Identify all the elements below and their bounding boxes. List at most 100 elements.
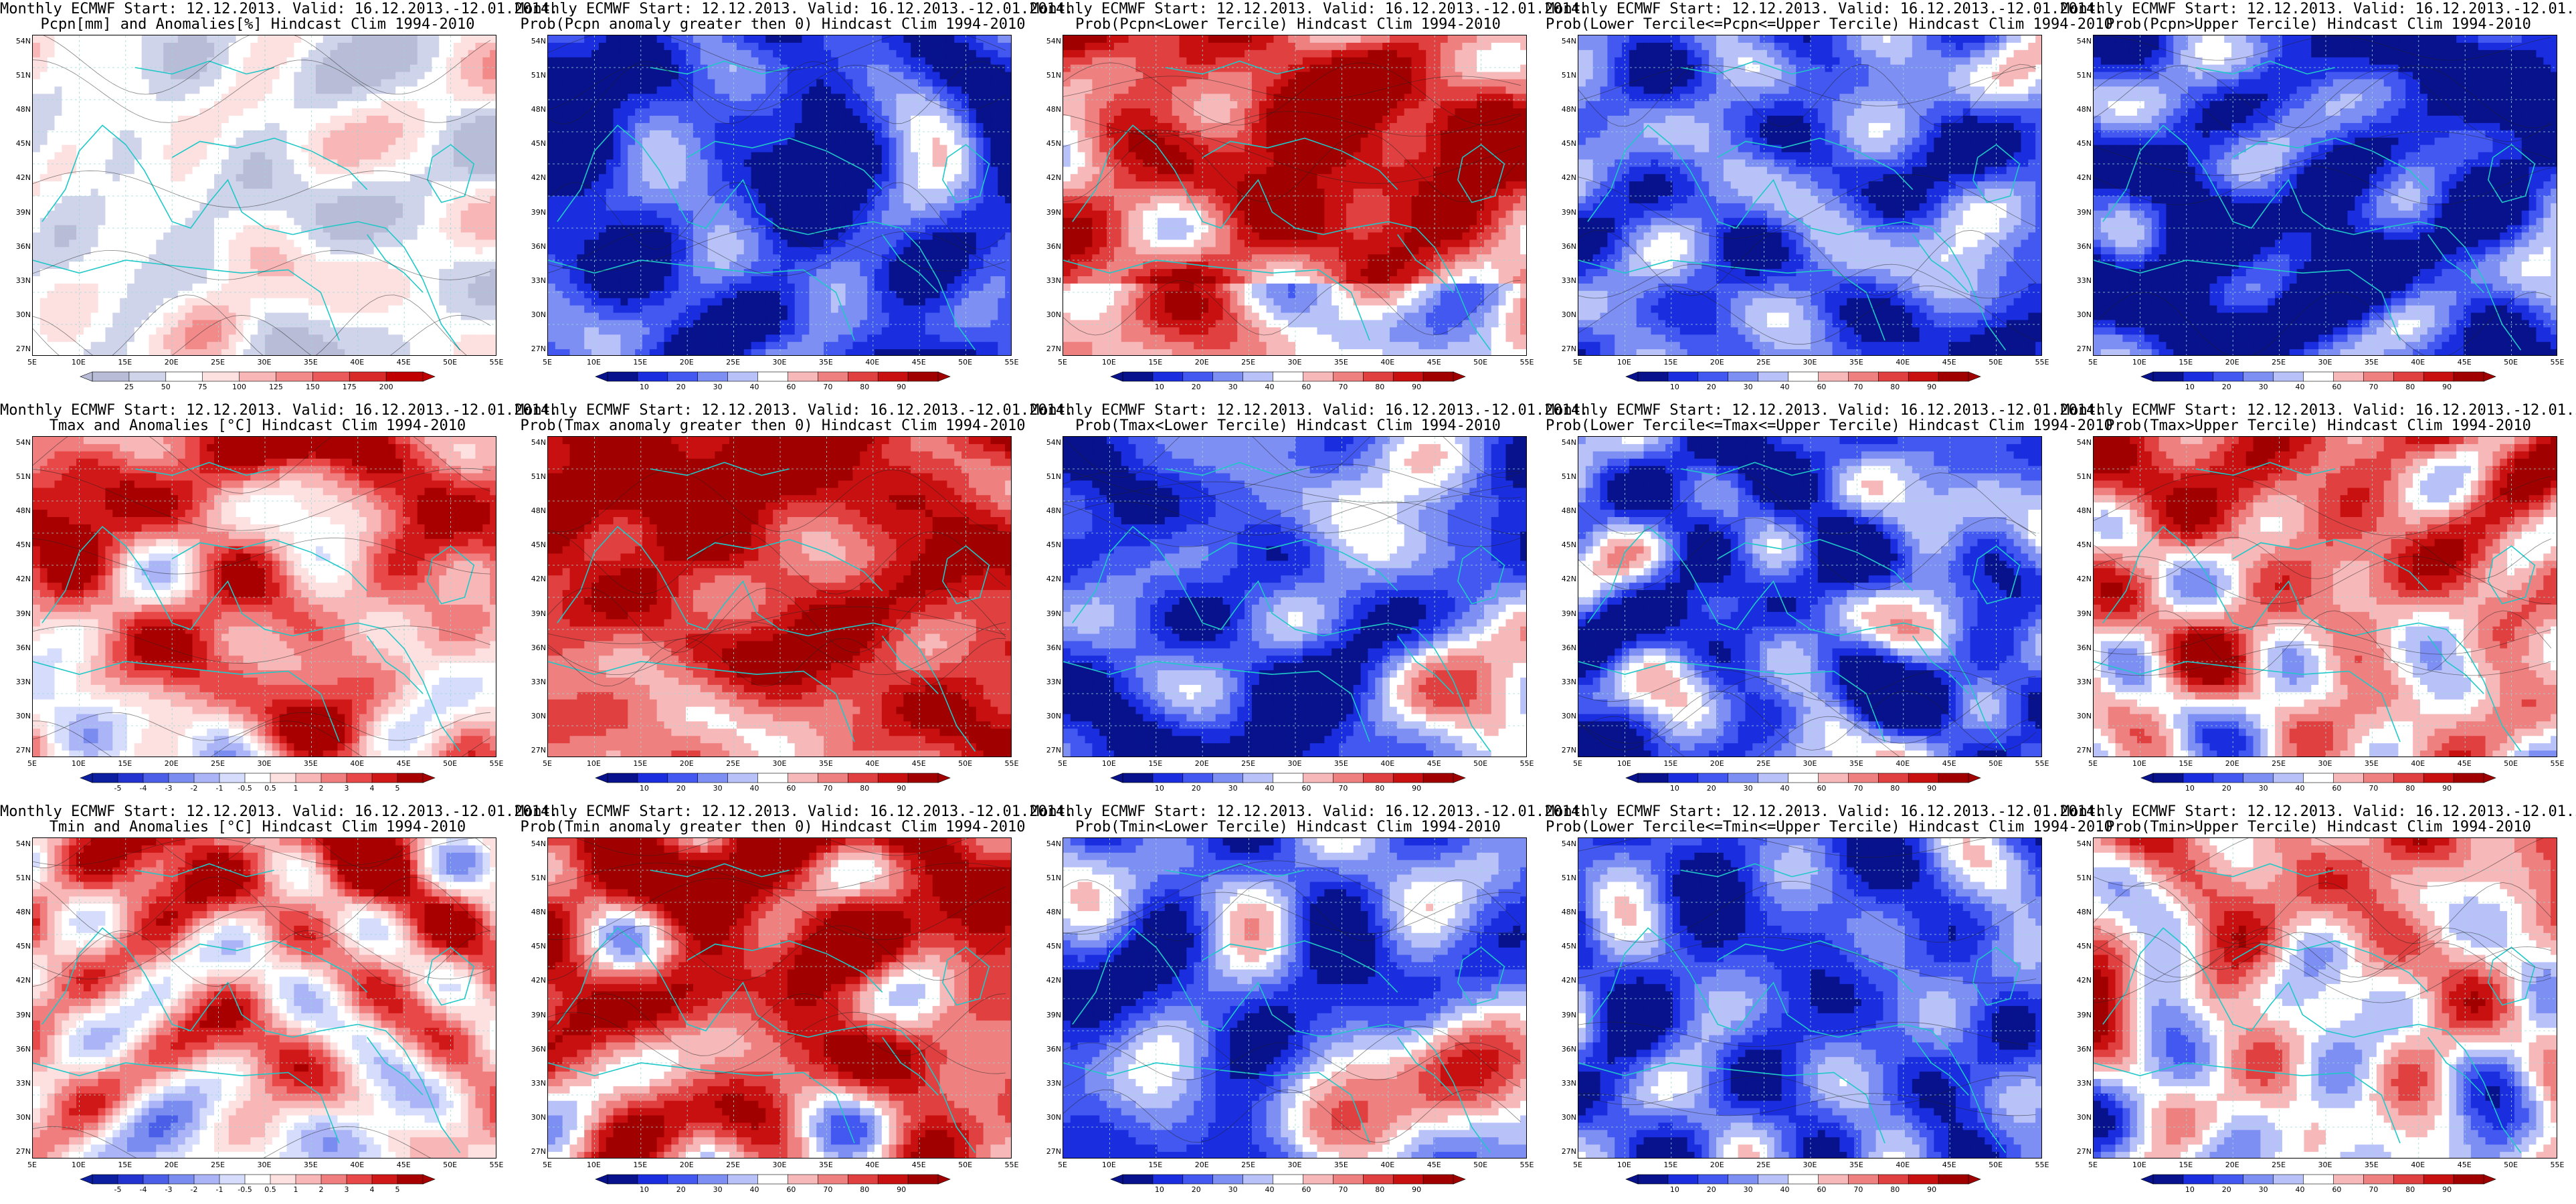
longitude-label: 40E — [2405, 359, 2431, 367]
longitude-label: 20E — [673, 760, 700, 768]
panel-header-line: Monthly ECMWF Start: 12.12.2013. Valid: … — [1546, 403, 2104, 419]
latitude-label: 33N — [1558, 276, 1576, 285]
field-map-canvas — [1578, 437, 2041, 757]
latitude-label: 36N — [527, 242, 546, 251]
longitude-label: 30E — [251, 760, 278, 768]
longitude-label: 30E — [766, 359, 793, 367]
longitude-label: 15E — [1657, 359, 1684, 367]
longitude-label: 20E — [158, 760, 185, 768]
longitude-label: 50E — [2498, 1161, 2524, 1169]
panel-header-line: Monthly ECMWF Start: 12.12.2013. Valid: … — [2061, 403, 2576, 419]
field-map — [547, 35, 1012, 356]
colorbar-tick-label: -0.5 — [233, 1186, 257, 1194]
latitude-label: 45N — [12, 942, 31, 950]
colorbar-tick-label: 20 — [1699, 383, 1724, 391]
longitude-label: 30E — [251, 359, 278, 367]
latitude-label: 30N — [1558, 1113, 1576, 1122]
field-map — [1063, 837, 1527, 1159]
longitude-label: 45E — [1420, 359, 1447, 367]
longitude-label: 20E — [1188, 760, 1215, 768]
latitude-label: 42N — [527, 575, 546, 583]
latitude-label: 48N — [12, 908, 31, 916]
colorbar-tick-label: 60 — [1294, 1186, 1318, 1194]
longitude-label: 25E — [205, 359, 232, 367]
latitude-label: 48N — [2073, 908, 2092, 916]
forecast-panel: Monthly ECMWF Start: 12.12.2013. Valid: … — [515, 803, 1073, 1204]
colorbar-tick-label: 4 — [360, 785, 384, 793]
longitude-label: 20E — [673, 1161, 700, 1169]
longitude-label: 10E — [65, 359, 92, 367]
latitude-label: 33N — [527, 276, 546, 285]
longitude-label: 35E — [812, 359, 839, 367]
field-map — [1578, 837, 2042, 1159]
latitude-label: 45N — [1558, 140, 1576, 148]
colorbar-tick-label: 30 — [706, 785, 730, 793]
longitude-label: 10E — [2126, 760, 2152, 768]
colorbar — [80, 773, 436, 783]
longitude-label: 10E — [65, 1161, 92, 1169]
colorbar-tick-label: 25 — [117, 383, 141, 391]
colorbar-tick-label: 20 — [1699, 1186, 1724, 1194]
colorbar-tick-label: 70 — [1846, 785, 1870, 793]
latitude-label: 33N — [1042, 1079, 1061, 1088]
latitude-label: 42N — [1042, 174, 1061, 182]
latitude-label: 27N — [527, 746, 546, 755]
latitude-label: 36N — [12, 242, 31, 251]
latitude-label: 39N — [1042, 1011, 1061, 1019]
longitude-label: 5E — [1564, 760, 1591, 768]
colorbar-tick-label: 20 — [1184, 383, 1208, 391]
latitude-label: 45N — [527, 140, 546, 148]
colorbar-tick-label: 3 — [335, 785, 359, 793]
latitude-label: 39N — [527, 208, 546, 217]
panel-subtitle: Tmin and Anomalies [°C] Hindcast Clim 19… — [0, 819, 515, 835]
field-map-canvas — [2094, 437, 2557, 757]
longitude-label: 35E — [1843, 760, 1869, 768]
colorbar-tick-label: 10 — [2178, 1186, 2202, 1194]
longitude-label: 50E — [1983, 1161, 2009, 1169]
colorbar-tick-label: 30 — [706, 1186, 730, 1194]
field-map-canvas — [1063, 838, 1526, 1158]
forecast-panel: Monthly ECMWF Start: 12.12.2013. Valid: … — [1546, 0, 2113, 401]
field-map — [32, 436, 496, 757]
latitude-label: 42N — [2073, 977, 2092, 985]
forecast-panel: Monthly ECMWF Start: 12.12.2013. Valid: … — [1546, 803, 2113, 1204]
colorbar-tick-label: 10 — [1147, 383, 1172, 391]
latitude-label: 51N — [527, 473, 546, 481]
colorbar — [595, 371, 951, 382]
colorbar-tick-label: 60 — [1294, 383, 1318, 391]
colorbar-tick-labels: 10 20 30 40 60 70 80 90 — [1111, 785, 1465, 794]
colorbar-tick-label: 1 — [284, 1186, 308, 1194]
latitude-label: 36N — [12, 643, 31, 652]
panel-header-line: Monthly ECMWF Start: 12.12.2013. Valid: … — [2061, 1, 2576, 17]
longitude-label: 50E — [952, 359, 979, 367]
latitude-label: 48N — [1558, 507, 1576, 515]
forecast-panel: Monthly ECMWF Start: 12.12.2013. Valid: … — [0, 401, 558, 803]
longitude-label: 10E — [65, 760, 92, 768]
longitude-label: 5E — [2080, 359, 2106, 367]
latitude-label: 30N — [12, 310, 31, 319]
colorbar-tick-label: 10 — [1663, 383, 1687, 391]
colorbar-tick-label: 80 — [852, 785, 877, 793]
longitude-label: 45E — [390, 760, 417, 768]
longitude-label: 15E — [627, 359, 654, 367]
longitude-label: 50E — [437, 359, 464, 367]
longitude-label: 50E — [1467, 359, 1494, 367]
colorbar-tick-label: 2 — [309, 1186, 333, 1194]
latitude-label: 51N — [12, 473, 31, 481]
longitude-label: 5E — [2080, 760, 2106, 768]
longitude-label: 20E — [2219, 1161, 2245, 1169]
latitude-label: 45N — [2073, 541, 2092, 549]
longitude-label: 50E — [1467, 760, 1494, 768]
longitude-label: 25E — [2266, 359, 2292, 367]
colorbar-tick-label: 75 — [191, 383, 215, 391]
colorbar-tick-label: 40 — [1773, 785, 1797, 793]
colorbar — [80, 371, 436, 382]
latitude-label: 27N — [2073, 746, 2092, 755]
latitude-label: 51N — [1042, 874, 1061, 882]
longitude-label: 15E — [112, 760, 139, 768]
longitude-label: 35E — [297, 359, 324, 367]
latitude-label: 51N — [12, 72, 31, 80]
longitude-label: 25E — [1750, 359, 1777, 367]
latitude-label: 42N — [1042, 575, 1061, 583]
panel-subtitle: Prob(Tmin<Lower Tercile) Hindcast Clim 1… — [1030, 819, 1546, 835]
